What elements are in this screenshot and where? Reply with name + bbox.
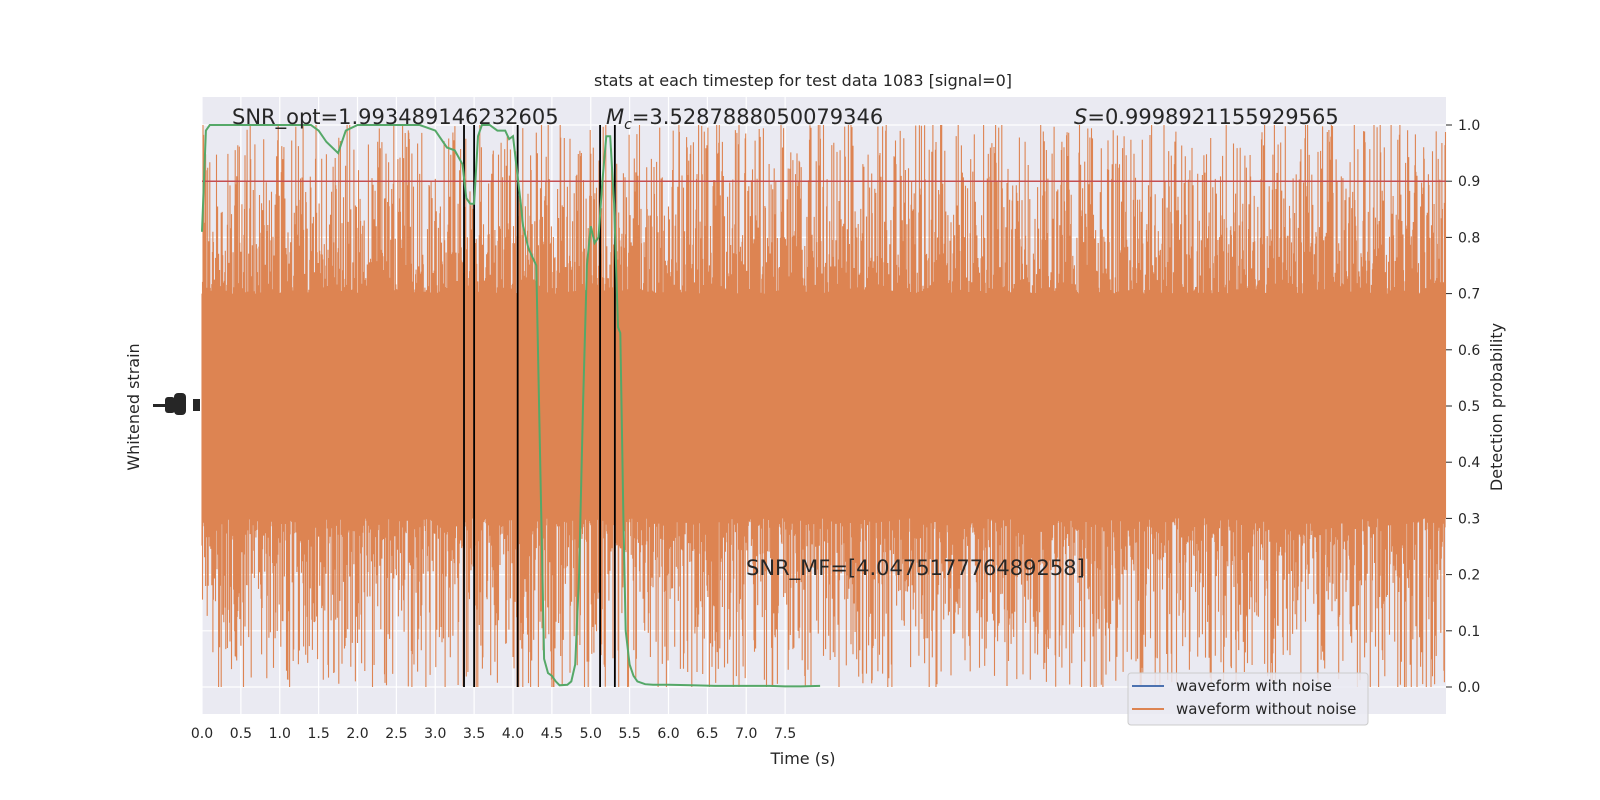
left-axis-tick-glyphs [153, 393, 200, 415]
noise-spikes [201, 125, 1447, 687]
y-tick-label: 1.0 [1458, 118, 1480, 134]
x-tick-label: 0.5 [230, 726, 252, 742]
probability-series [201, 124, 821, 688]
legend-label-with-noise: waveform with noise [1176, 677, 1332, 695]
snr-mf-annotation: SNR_MF=[4.047517776489258] [746, 556, 1085, 581]
snr-opt-annotation: SNR_opt=1.993489146232605 [232, 105, 559, 130]
chart-title: stats at each timestep for test data 108… [594, 71, 1012, 90]
y-tick-label: 0.6 [1458, 343, 1480, 359]
x-tick-label: 0.0 [191, 726, 213, 742]
y-tick-label: 0.3 [1458, 511, 1480, 527]
y-tick-label: 0.9 [1458, 174, 1480, 190]
x-tick-label: 2.5 [385, 726, 407, 742]
y-tick-label: 0.4 [1458, 455, 1480, 471]
x-axis-label: Time (s) [769, 749, 835, 768]
x-axis-ticks: 0.0 0.5 1.0 1.5 2.0 2.5 3.0 3.5 4.0 4.5 5.0 5.5 6.0 6… [191, 726, 796, 742]
noise-series [201, 125, 1447, 687]
x-tick-label: 5.0 [580, 726, 602, 742]
y-axis-ticks: 0.0 0.1 0.2 0.3 0.4 0.5 0.6 0.7 0.8 0.9 1.0 [1446, 118, 1480, 696]
legend-box [1127, 672, 1369, 726]
legend-label-without-noise: waveform without noise [1176, 700, 1356, 718]
x-tick-label: 2.0 [346, 726, 368, 742]
x-tick-label: 1.5 [307, 726, 329, 742]
x-tick-label: 3.5 [463, 726, 485, 742]
s-annotation: S=0.9998921155929565 [1074, 105, 1339, 129]
y-tick-label: 0.2 [1458, 568, 1480, 584]
x-tick-label: 4.0 [502, 726, 524, 742]
left-tick-glyph [165, 397, 175, 413]
y-tick-label: 0.8 [1458, 230, 1480, 246]
x-tick-label: 3.0 [424, 726, 446, 742]
left-tick-glyph [174, 393, 186, 415]
left-tick-glyph [153, 404, 167, 407]
left-tick-glyph [193, 399, 200, 411]
y-tick-label: 0.7 [1458, 287, 1480, 303]
chirp-mass-annotation: Mc=3.5287888050079346 [606, 105, 883, 133]
y-tick-label: 0.5 [1458, 399, 1480, 415]
probability-line [201, 124, 821, 688]
x-tick-label: 7.0 [735, 726, 757, 742]
y-axis-label-right: Detection probability [1487, 323, 1506, 491]
x-tick-label: 5.5 [618, 726, 640, 742]
x-tick-label: 6.5 [696, 726, 718, 742]
x-tick-label: 4.5 [541, 726, 563, 742]
y-axis-label-left: Whitened strain [124, 343, 143, 470]
legend: waveform with noise waveform without noi… [1127, 672, 1369, 726]
y-tick-label: 0.1 [1458, 624, 1480, 640]
x-tick-label: 6.0 [657, 726, 679, 742]
x-tick-label: 1.0 [269, 726, 291, 742]
x-tick-label: 7.5 [774, 726, 796, 742]
y-tick-label: 0.0 [1458, 680, 1480, 696]
